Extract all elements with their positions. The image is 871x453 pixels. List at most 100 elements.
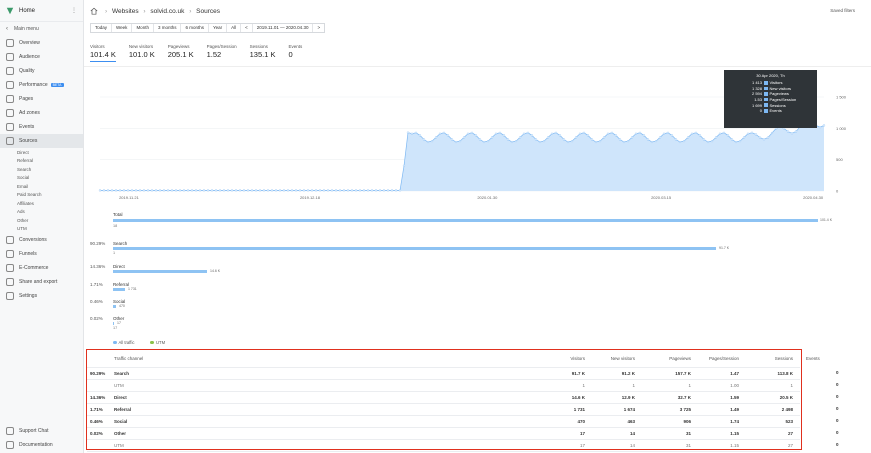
period-option[interactable]: 3 months [154, 24, 182, 32]
data-point[interactable] [514, 139, 518, 143]
data-point[interactable] [618, 138, 622, 141]
data-point[interactable] [582, 131, 586, 134]
breakdown-name[interactable]: Social [113, 299, 126, 304]
data-point[interactable] [326, 189, 330, 192]
header-col[interactable]: Pageviews [669, 356, 691, 361]
metric-pageviews[interactable]: Pageviews 205.1 K [168, 44, 194, 62]
data-point[interactable] [590, 138, 594, 141]
sidebar-item-support-chat[interactable]: Support Chat [0, 424, 84, 438]
data-point[interactable] [254, 189, 258, 192]
data-point[interactable] [314, 189, 318, 192]
data-point[interactable] [142, 189, 146, 192]
data-point[interactable] [290, 189, 294, 192]
data-point[interactable] [318, 189, 322, 192]
data-point[interactable] [470, 131, 474, 134]
data-point[interactable] [246, 189, 250, 192]
data-point[interactable] [202, 189, 206, 192]
data-point[interactable] [626, 139, 630, 143]
data-point[interactable] [490, 136, 494, 139]
data-point[interactable] [670, 134, 674, 137]
data-point[interactable] [494, 132, 498, 135]
data-point[interactable] [206, 189, 210, 192]
metric-pages-session[interactable]: Pages/Session 1.52 [207, 44, 237, 62]
data-point[interactable] [462, 136, 466, 139]
metric-events[interactable]: Events 0 [288, 44, 302, 62]
sidebar-item-performance[interactable]: Performance BETA [0, 78, 83, 92]
period-option[interactable]: 2019.11.01 — 2020.04.30 [253, 24, 314, 32]
header-col[interactable]: New visitors [610, 356, 635, 361]
data-point[interactable] [222, 189, 226, 192]
data-point[interactable] [298, 189, 302, 192]
period-option[interactable]: Month [132, 24, 154, 32]
sidebar-item-audience[interactable]: Audience [0, 50, 83, 64]
data-point[interactable] [346, 189, 350, 192]
data-point[interactable] [690, 132, 694, 135]
data-point[interactable] [134, 189, 138, 192]
data-point[interactable] [542, 139, 546, 143]
data-point[interactable] [102, 189, 106, 192]
data-point[interactable] [458, 139, 462, 143]
data-point[interactable] [126, 189, 130, 192]
sidebar-item-share-and-export[interactable]: Share and export [0, 275, 83, 289]
metric-visitors[interactable]: Visitors 101.4 K [90, 44, 116, 62]
data-point[interactable] [374, 189, 378, 192]
sidebar-subitem-utm[interactable]: UTM [17, 226, 27, 232]
data-point[interactable] [270, 189, 274, 192]
saved-filters-button[interactable]: Saved filters [830, 8, 855, 13]
data-point[interactable] [98, 189, 102, 192]
data-point[interactable] [526, 131, 530, 134]
data-point[interactable] [310, 189, 314, 192]
data-point[interactable] [446, 134, 450, 137]
sidebar-item-documentation[interactable]: Documentation [0, 438, 84, 452]
data-point[interactable] [510, 140, 514, 144]
data-point[interactable] [282, 189, 286, 192]
data-point[interactable] [382, 189, 386, 192]
data-point[interactable] [338, 189, 342, 192]
data-point[interactable] [434, 136, 438, 139]
header-col[interactable]: Visitors [570, 356, 585, 361]
more-icon[interactable]: ⋮ [71, 8, 77, 14]
data-point[interactable] [410, 132, 414, 135]
data-point[interactable] [278, 189, 282, 192]
crumb-websites[interactable]: Websites [111, 7, 139, 15]
crumb-site[interactable]: solvid.co.uk [150, 7, 185, 15]
data-point[interactable] [418, 134, 422, 137]
data-point[interactable] [358, 189, 362, 192]
data-point[interactable] [194, 189, 198, 192]
data-point[interactable] [546, 136, 550, 139]
legend-utm[interactable]: UTM [150, 340, 173, 345]
data-point[interactable] [138, 189, 142, 192]
data-point[interactable] [426, 140, 430, 144]
data-point[interactable] [790, 132, 794, 135]
data-point[interactable] [530, 134, 534, 137]
header-col[interactable]: Pages/Session [708, 356, 739, 361]
data-point[interactable] [746, 132, 750, 135]
data-point[interactable] [750, 131, 754, 134]
data-point[interactable] [566, 140, 570, 144]
data-point[interactable] [234, 189, 238, 192]
data-point[interactable] [210, 189, 214, 192]
data-point[interactable] [714, 136, 718, 139]
data-point[interactable] [726, 134, 730, 137]
sidebar-item-ad-zones[interactable]: Ad zones [0, 106, 83, 120]
data-point[interactable] [106, 189, 110, 192]
data-point[interactable] [738, 139, 742, 143]
data-point[interactable] [362, 189, 366, 192]
data-point[interactable] [242, 189, 246, 192]
breakdown-name[interactable]: Other [113, 316, 125, 321]
data-point[interactable] [570, 139, 574, 143]
breakdown-bar[interactable] [113, 270, 207, 273]
data-point[interactable] [238, 189, 242, 192]
data-point[interactable] [650, 140, 654, 144]
table-row[interactable]: 90.29% Search 91.7 K 91.2 K 157.7 K 1.47 113.8… [87, 368, 800, 380]
data-point[interactable] [226, 189, 230, 192]
data-point[interactable] [266, 189, 270, 192]
period-option[interactable]: > [317, 25, 321, 30]
sidebar-item-sources[interactable]: Sources [0, 134, 83, 148]
data-point[interactable] [678, 140, 682, 144]
data-point[interactable] [718, 132, 722, 135]
data-point[interactable] [286, 189, 290, 192]
sidebar-subitem-ads[interactable]: Ads [17, 209, 25, 215]
main-menu-link[interactable]: ‹ Main menu [6, 26, 39, 32]
data-point[interactable] [522, 132, 526, 135]
